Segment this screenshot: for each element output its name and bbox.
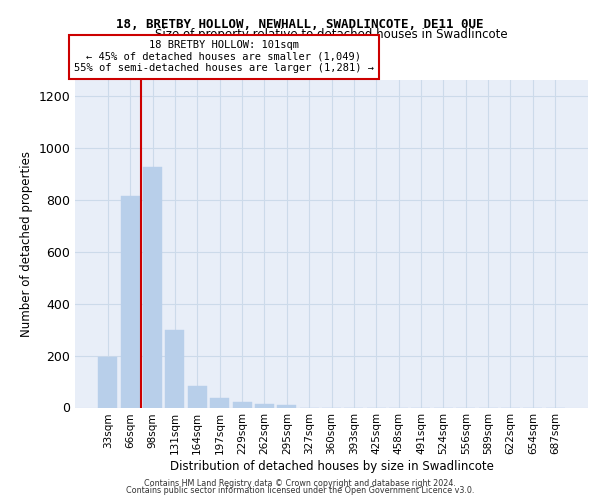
Bar [143,167,162,408]
Bar [121,196,140,408]
Y-axis label: Number of detached properties: Number of detached properties [20,151,33,337]
Bar [188,386,207,407]
Text: 18, BRETBY HOLLOW, NEWHALL, SWADLINCOTE, DE11 0UE: 18, BRETBY HOLLOW, NEWHALL, SWADLINCOTE,… [116,18,484,30]
Text: Contains HM Land Registry data © Crown copyright and database right 2024.: Contains HM Land Registry data © Crown c… [144,478,456,488]
X-axis label: Distribution of detached houses by size in Swadlincote: Distribution of detached houses by size … [170,460,493,473]
Bar [277,405,296,407]
Title: Size of property relative to detached houses in Swadlincote: Size of property relative to detached ho… [155,28,508,42]
Bar [210,398,229,407]
Bar [233,402,251,407]
Text: 18 BRETBY HOLLOW: 101sqm
← 45% of detached houses are smaller (1,049)
55% of sem: 18 BRETBY HOLLOW: 101sqm ← 45% of detach… [74,40,374,74]
Text: Contains public sector information licensed under the Open Government Licence v3: Contains public sector information licen… [126,486,474,495]
Bar [255,404,274,407]
Bar [166,330,184,407]
Bar [98,358,118,408]
